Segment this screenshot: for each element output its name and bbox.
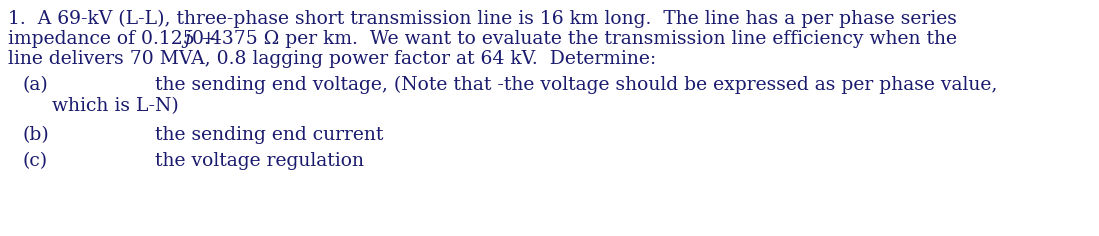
Text: the voltage regulation: the voltage regulation xyxy=(155,152,364,170)
Text: the sending end voltage, (Note that -the voltage should be expressed as per phas: the sending end voltage, (Note that -the… xyxy=(155,76,998,94)
Text: line delivers 70 MVA, 0.8 lagging power factor at 64 kV.  Determine:: line delivers 70 MVA, 0.8 lagging power … xyxy=(8,50,656,68)
Text: (b): (b) xyxy=(22,126,48,144)
Text: the sending end current: the sending end current xyxy=(155,126,384,144)
Text: 1.  A 69-kV (L-L), three-phase short transmission line is 16 km long.  The line : 1. A 69-kV (L-L), three-phase short tran… xyxy=(8,10,957,28)
Text: (a): (a) xyxy=(22,76,47,94)
Text: impedance of 0.125 +: impedance of 0.125 + xyxy=(8,30,222,48)
Text: (c): (c) xyxy=(22,152,47,170)
Text: which is L-N): which is L-N) xyxy=(52,97,179,115)
Text: j: j xyxy=(184,30,190,48)
Text: 0.4375 Ω per km.  We want to evaluate the transmission line efficiency when the: 0.4375 Ω per km. We want to evaluate the… xyxy=(192,30,957,48)
